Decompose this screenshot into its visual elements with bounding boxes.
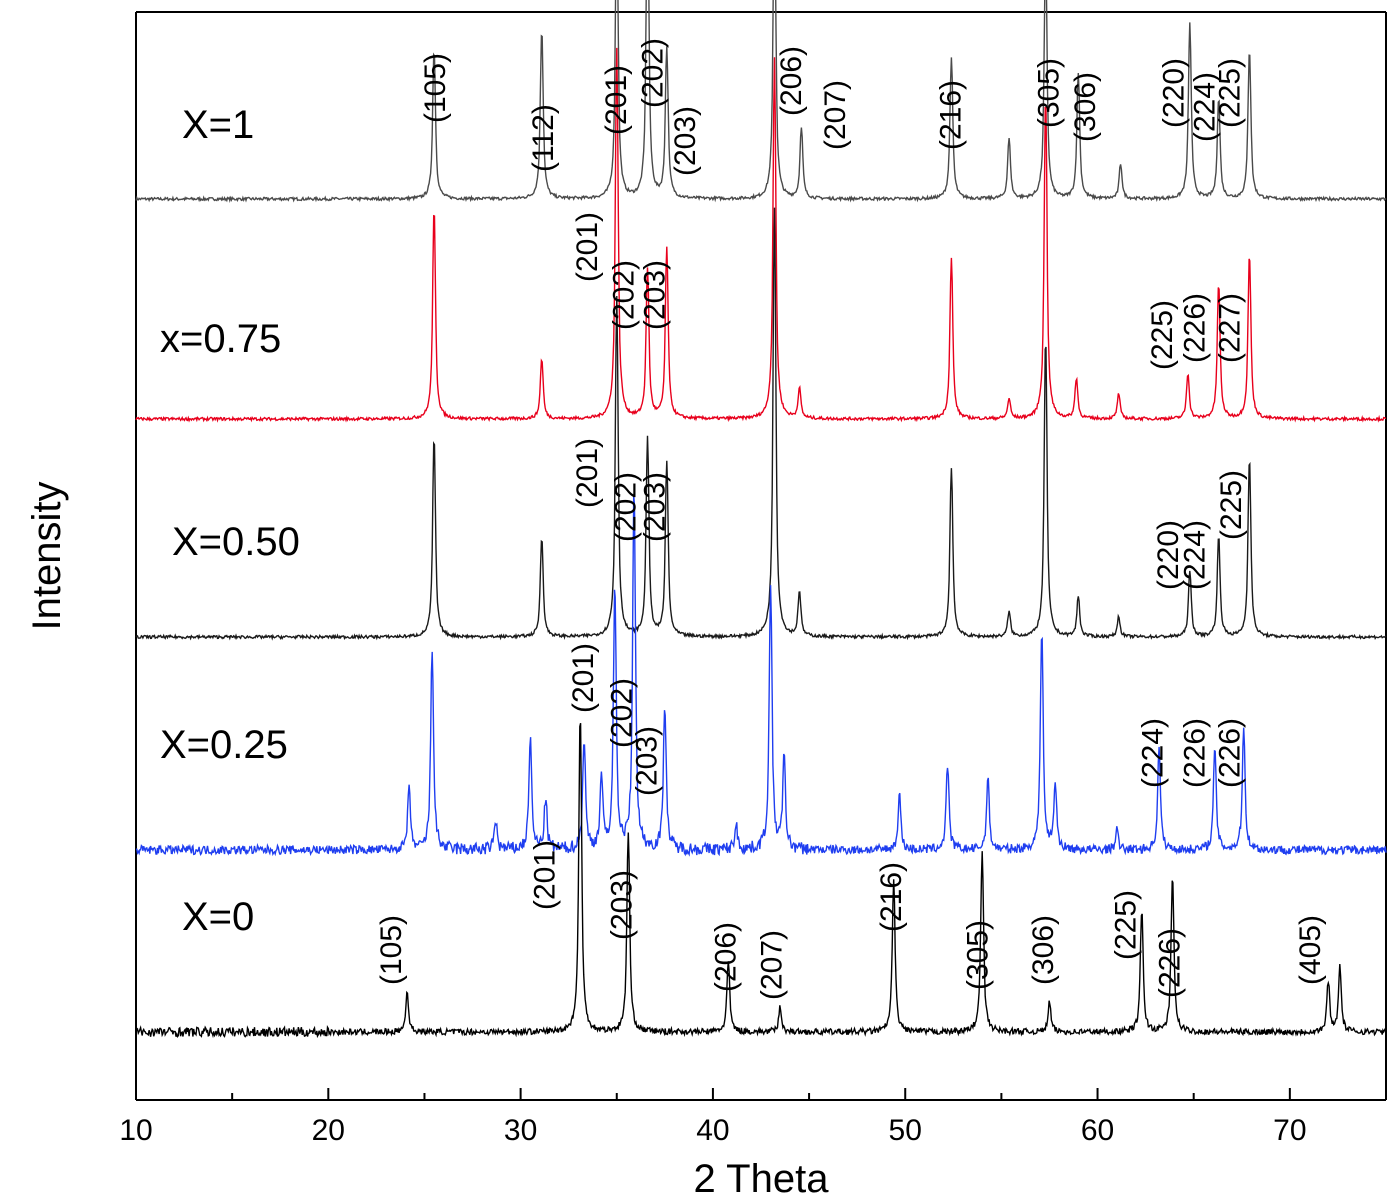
peak-index-label: (201) [571,438,604,508]
peak-index-label: (216) [875,862,908,932]
peak-index-label: (105) [419,53,452,123]
x-tick-label: 30 [504,1114,537,1147]
tick-layer: 10 20 30 40 50 60 70 [119,1088,1307,1147]
x-axis-title: 2 Theta [694,1157,830,1200]
peak-index-label: (201) [571,212,604,282]
x-tick-label: 40 [696,1114,729,1147]
peak-index-label: (226) [1154,928,1187,998]
series-line [135,722,1387,1039]
series-name-label: X=0 [182,895,254,939]
peak-index-label: (201) [567,643,600,713]
series-line [135,0,1387,203]
peak-index-label: (206) [775,46,808,116]
peak-index-label: (220) [1158,58,1191,128]
series-line [135,47,1387,423]
peak-label-layer: (105)(112)(201) (202)(203)(206) (207) (216)… [375,38,1327,1000]
peak-index-label: (202) [608,260,641,330]
peak-index-label: (225) [1213,58,1246,128]
peak-index-label: (203) [638,260,671,330]
peak-index-label: (112) [527,104,560,172]
peak-index-label: (202) [610,472,643,542]
peak-index-label: (206) [710,922,743,992]
x-tick-label: 10 [119,1114,152,1147]
series-name-label: x=0.75 [160,317,281,361]
peak-index-label: (202) [636,38,669,108]
peak-index-label: (220) [1152,520,1185,590]
series-line [135,207,1387,641]
x-tick-label: 20 [312,1114,345,1147]
peak-index-label: (305) [1033,58,1066,128]
peak-index-label: (224) [1179,520,1212,590]
x-tick-label: 70 [1273,1114,1306,1147]
peak-index-label: (227) [1213,293,1246,363]
x-tick-label: 50 [889,1114,922,1147]
peak-index-label: (207) [819,80,852,150]
y-axis-title: Intensity [25,482,69,631]
series-line [135,495,1387,857]
plot-frame [135,11,1387,1101]
peak-index-label: (305) [961,920,994,990]
series-name-label: X=0.25 [160,723,288,767]
peak-index-label: (224) [1188,72,1221,142]
peak-index-label: (226) [1179,293,1212,363]
peak-index-label: (201) [600,65,633,135]
peak-index-label: (203) [669,106,702,176]
peak-index-label: (224) [1136,718,1169,788]
peak-index-label: (226) [1213,718,1246,788]
peak-index-label: (225) [1110,890,1143,960]
peak-index-label: (203) [606,870,639,940]
peak-index-label: (207) [756,930,789,1000]
peak-index-label: (306) [1069,72,1102,142]
series-name-label: X=1 [182,103,254,147]
peak-index-label: (306) [1027,915,1060,985]
peak-index-label: (203) [631,726,664,796]
series-name-label: X=0.50 [172,520,300,564]
peak-index-label: (225) [1215,470,1248,540]
peak-index-label: (201) [529,840,562,910]
x-tick-label: 60 [1081,1114,1114,1147]
peak-index-label: (226) [1179,718,1212,788]
peak-index-label: (225) [1146,300,1179,370]
peak-index-label: (202) [606,678,639,748]
peak-index-label: (203) [638,472,671,542]
peak-index-label: (105) [375,915,408,985]
peak-index-label: (216) [935,80,968,150]
peak-index-label: (405) [1294,915,1327,985]
series-layer [135,0,1387,1039]
series-label-layer: X=1 x=0.75 X=0.50 X=0.25 X=0 [160,103,300,939]
